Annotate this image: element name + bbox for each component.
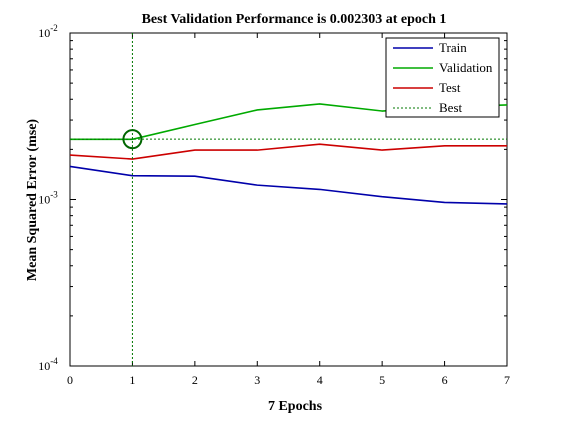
legend-label-validation: Validation (439, 60, 493, 75)
legend-label-best: Best (439, 100, 463, 115)
y-axis: 10-210-310-4 (38, 23, 507, 373)
series-line-test (69, 143, 507, 160)
x-axis-label: 7 Epochs (268, 399, 323, 414)
x-tick-label: 4 (317, 373, 323, 387)
y-tick-base: 10 (38, 26, 50, 40)
legend-label-test: Test (439, 80, 461, 95)
y-tick-label: 10-3 (38, 190, 58, 207)
x-tick-label: 3 (254, 373, 260, 387)
chart-title: Best Validation Performance is 0.002303 … (142, 12, 447, 27)
y-tick-label: 10-4 (38, 356, 58, 373)
y-axis-label: Mean Squared Error (mse) (25, 119, 40, 281)
y-tick-label: 10-2 (38, 23, 58, 40)
x-tick-label: 2 (192, 373, 198, 387)
y-tick-exponent: -4 (50, 356, 58, 366)
y-tick-exponent: -3 (50, 190, 58, 200)
x-tick-label: 5 (379, 373, 385, 387)
x-tick-label: 6 (442, 373, 448, 387)
legend: Train Validation Test Best (385, 37, 500, 118)
y-tick-base: 10 (38, 359, 50, 373)
y-tick-base: 10 (38, 193, 50, 207)
best-markers (70, 33, 507, 366)
x-axis: 0 1 2 3 4 5 6 7 (67, 33, 510, 387)
x-tick-label: 0 (67, 373, 73, 387)
best-point-marker (122, 129, 143, 150)
series-line-train (69, 165, 508, 205)
legend-label-train: Train (439, 40, 467, 55)
y-tick-exponent: -2 (50, 23, 58, 33)
legend-box (385, 37, 500, 118)
x-tick-label: 1 (129, 373, 135, 387)
x-tick-label: 7 (504, 373, 510, 387)
